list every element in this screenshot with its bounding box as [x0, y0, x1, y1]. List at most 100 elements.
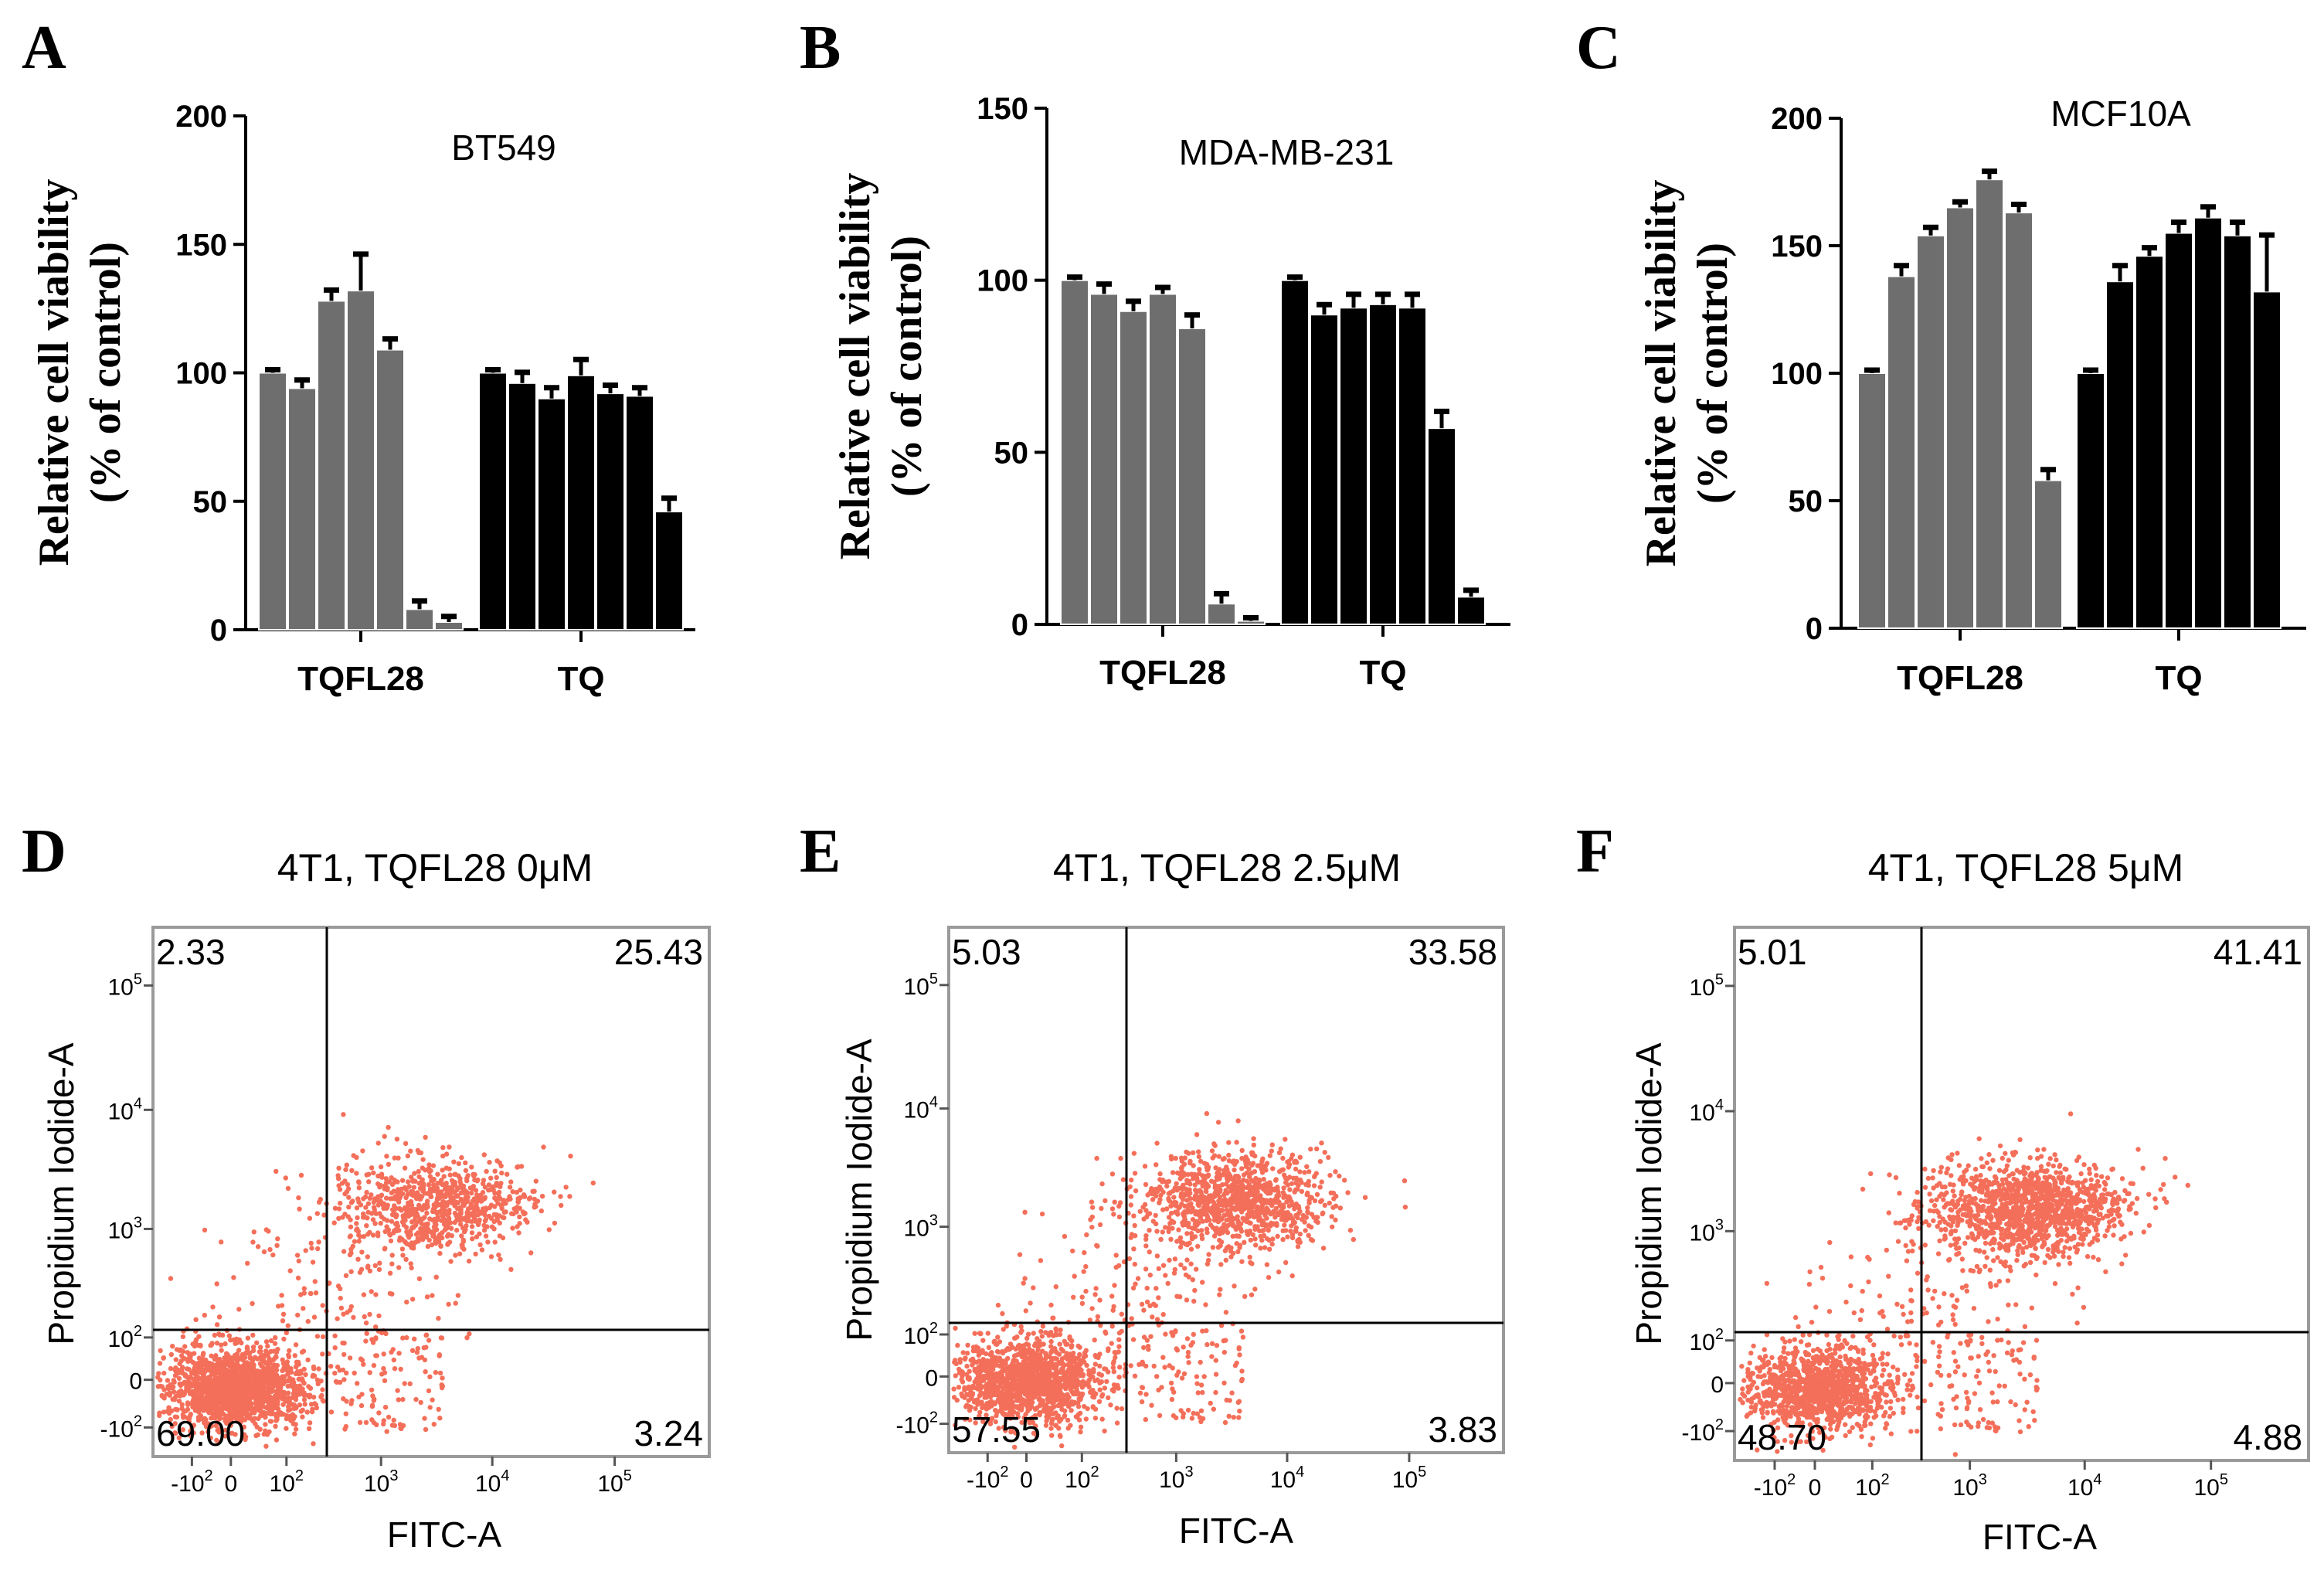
live-cell-dot	[293, 1342, 299, 1348]
late-apoptotic-dot	[354, 1154, 359, 1161]
late-apoptotic-dot	[1297, 1239, 1303, 1245]
live-cell-dot	[293, 1397, 299, 1402]
bar-tqfl28	[1060, 279, 1089, 625]
late-apoptotic-dot	[495, 1201, 501, 1206]
live-cell-dot	[172, 1414, 178, 1419]
late-apoptotic-dot	[507, 1185, 513, 1190]
live-cell-dot	[245, 1335, 251, 1341]
live-cell-dot	[231, 1337, 236, 1343]
live-cell-dot	[236, 1348, 242, 1353]
y-tick-label: 150	[977, 92, 1028, 126]
bar-tqfl28	[2034, 479, 2063, 629]
bar-tqfl28	[1916, 234, 1945, 629]
late-apoptotic-dot	[1129, 1177, 1134, 1183]
late-apoptotic-dot	[1154, 1141, 1160, 1146]
early-apoptotic-dot	[395, 1388, 400, 1393]
scattered-event-dot	[241, 1392, 246, 1398]
live-cell-dot	[285, 1372, 290, 1377]
late-apoptotic-dot	[439, 1181, 444, 1187]
scattered-event-dot	[376, 1410, 382, 1416]
live-cell-dot	[261, 1391, 267, 1396]
late-apoptotic-dot	[1304, 1164, 1310, 1170]
late-apoptotic-dot	[1221, 1192, 1227, 1198]
late-apoptotic-dot	[496, 1189, 502, 1195]
y-tick-label: 150	[1771, 229, 1823, 263]
late-apoptotic-dot	[1131, 1151, 1137, 1156]
scattered-event-dot	[424, 1294, 430, 1300]
bar-tq	[654, 511, 684, 631]
late-apoptotic-dot	[1253, 1243, 1259, 1248]
live-cell-dot	[994, 1348, 1001, 1355]
live-cell-dot	[161, 1396, 167, 1401]
late-apoptotic-dot	[1234, 1159, 1239, 1164]
scattered-event-dot	[355, 1256, 361, 1262]
live-cell-dot	[1110, 1361, 1116, 1366]
live-cell-dot	[236, 1338, 242, 1344]
live-cell-dot	[273, 1423, 278, 1430]
late-apoptotic-dot	[315, 1246, 321, 1252]
scattered-event-dot	[371, 1170, 376, 1176]
late-apoptotic-dot	[563, 1185, 569, 1190]
late-apoptotic-dot	[389, 1190, 395, 1196]
live-cell-dot	[178, 1388, 184, 1394]
live-cell-dot	[1065, 1356, 1070, 1362]
live-cell-dot	[1049, 1348, 1055, 1354]
live-cell-dot	[208, 1343, 213, 1348]
chart-title: BT549	[451, 127, 556, 168]
late-apoptotic-dot	[437, 1250, 443, 1256]
early-apoptotic-dot	[343, 1411, 348, 1416]
late-apoptotic-dot	[1244, 1161, 1250, 1167]
late-apoptotic-dot	[1269, 1241, 1275, 1247]
late-apoptotic-dot	[1274, 1222, 1279, 1229]
scattered-event-dot	[263, 1339, 270, 1345]
late-apoptotic-dot	[347, 1234, 353, 1239]
live-cell-dot	[1011, 1353, 1018, 1359]
live-cell-dot	[214, 1341, 220, 1346]
live-cell-dot	[274, 1394, 279, 1400]
live-cell-dot	[289, 1416, 295, 1422]
early-apoptotic-dot	[391, 1357, 396, 1363]
live-cell-dot	[1007, 1341, 1014, 1347]
early-apoptotic-dot	[371, 1362, 377, 1368]
live-cell-dot	[217, 1361, 223, 1367]
live-cell-dot	[969, 1396, 974, 1401]
late-apoptotic-dot	[1302, 1170, 1307, 1175]
live-cell-dot	[1011, 1365, 1017, 1371]
late-apoptotic-dot	[1289, 1273, 1295, 1279]
late-apoptotic-dot	[1317, 1158, 1323, 1164]
late-apoptotic-dot	[1362, 1195, 1368, 1200]
scattered-event-dot	[280, 1318, 286, 1324]
early-apoptotic-dot	[381, 1351, 386, 1357]
live-cell-dot	[301, 1392, 307, 1398]
late-apoptotic-dot	[1317, 1185, 1323, 1190]
late-apoptotic-dot	[1297, 1154, 1303, 1160]
live-cell-dot	[274, 1437, 280, 1443]
live-cell-dot	[275, 1346, 280, 1352]
live-cell-dot	[1090, 1374, 1096, 1380]
late-apoptotic-dot	[509, 1211, 515, 1216]
late-apoptotic-dot	[385, 1218, 390, 1223]
late-apoptotic-dot	[1235, 1214, 1240, 1219]
live-cell-dot	[977, 1331, 984, 1337]
late-apoptotic-dot	[498, 1196, 503, 1202]
live-cell-dot	[158, 1348, 163, 1354]
late-apoptotic-dot	[1089, 1214, 1096, 1220]
late-apoptotic-dot	[1268, 1223, 1273, 1229]
late-apoptotic-dot	[1287, 1187, 1293, 1192]
live-cell-dot	[185, 1400, 191, 1406]
late-apoptotic-dot	[367, 1195, 372, 1202]
early-apoptotic-dot	[381, 1418, 386, 1423]
live-cell-dot	[188, 1358, 193, 1363]
live-cell-dot	[1062, 1374, 1069, 1379]
scattered-event-dot	[367, 1229, 372, 1236]
live-cell-dot	[176, 1375, 182, 1382]
live-cell-dot	[273, 1334, 278, 1341]
live-cell-dot	[307, 1420, 313, 1426]
bar-tq	[596, 393, 625, 631]
bar-tqfl28	[1148, 293, 1177, 625]
late-apoptotic-dot	[1204, 1215, 1211, 1221]
live-cell-dot	[995, 1387, 1001, 1392]
late-apoptotic-dot	[491, 1219, 497, 1225]
late-apoptotic-dot	[1306, 1223, 1312, 1229]
